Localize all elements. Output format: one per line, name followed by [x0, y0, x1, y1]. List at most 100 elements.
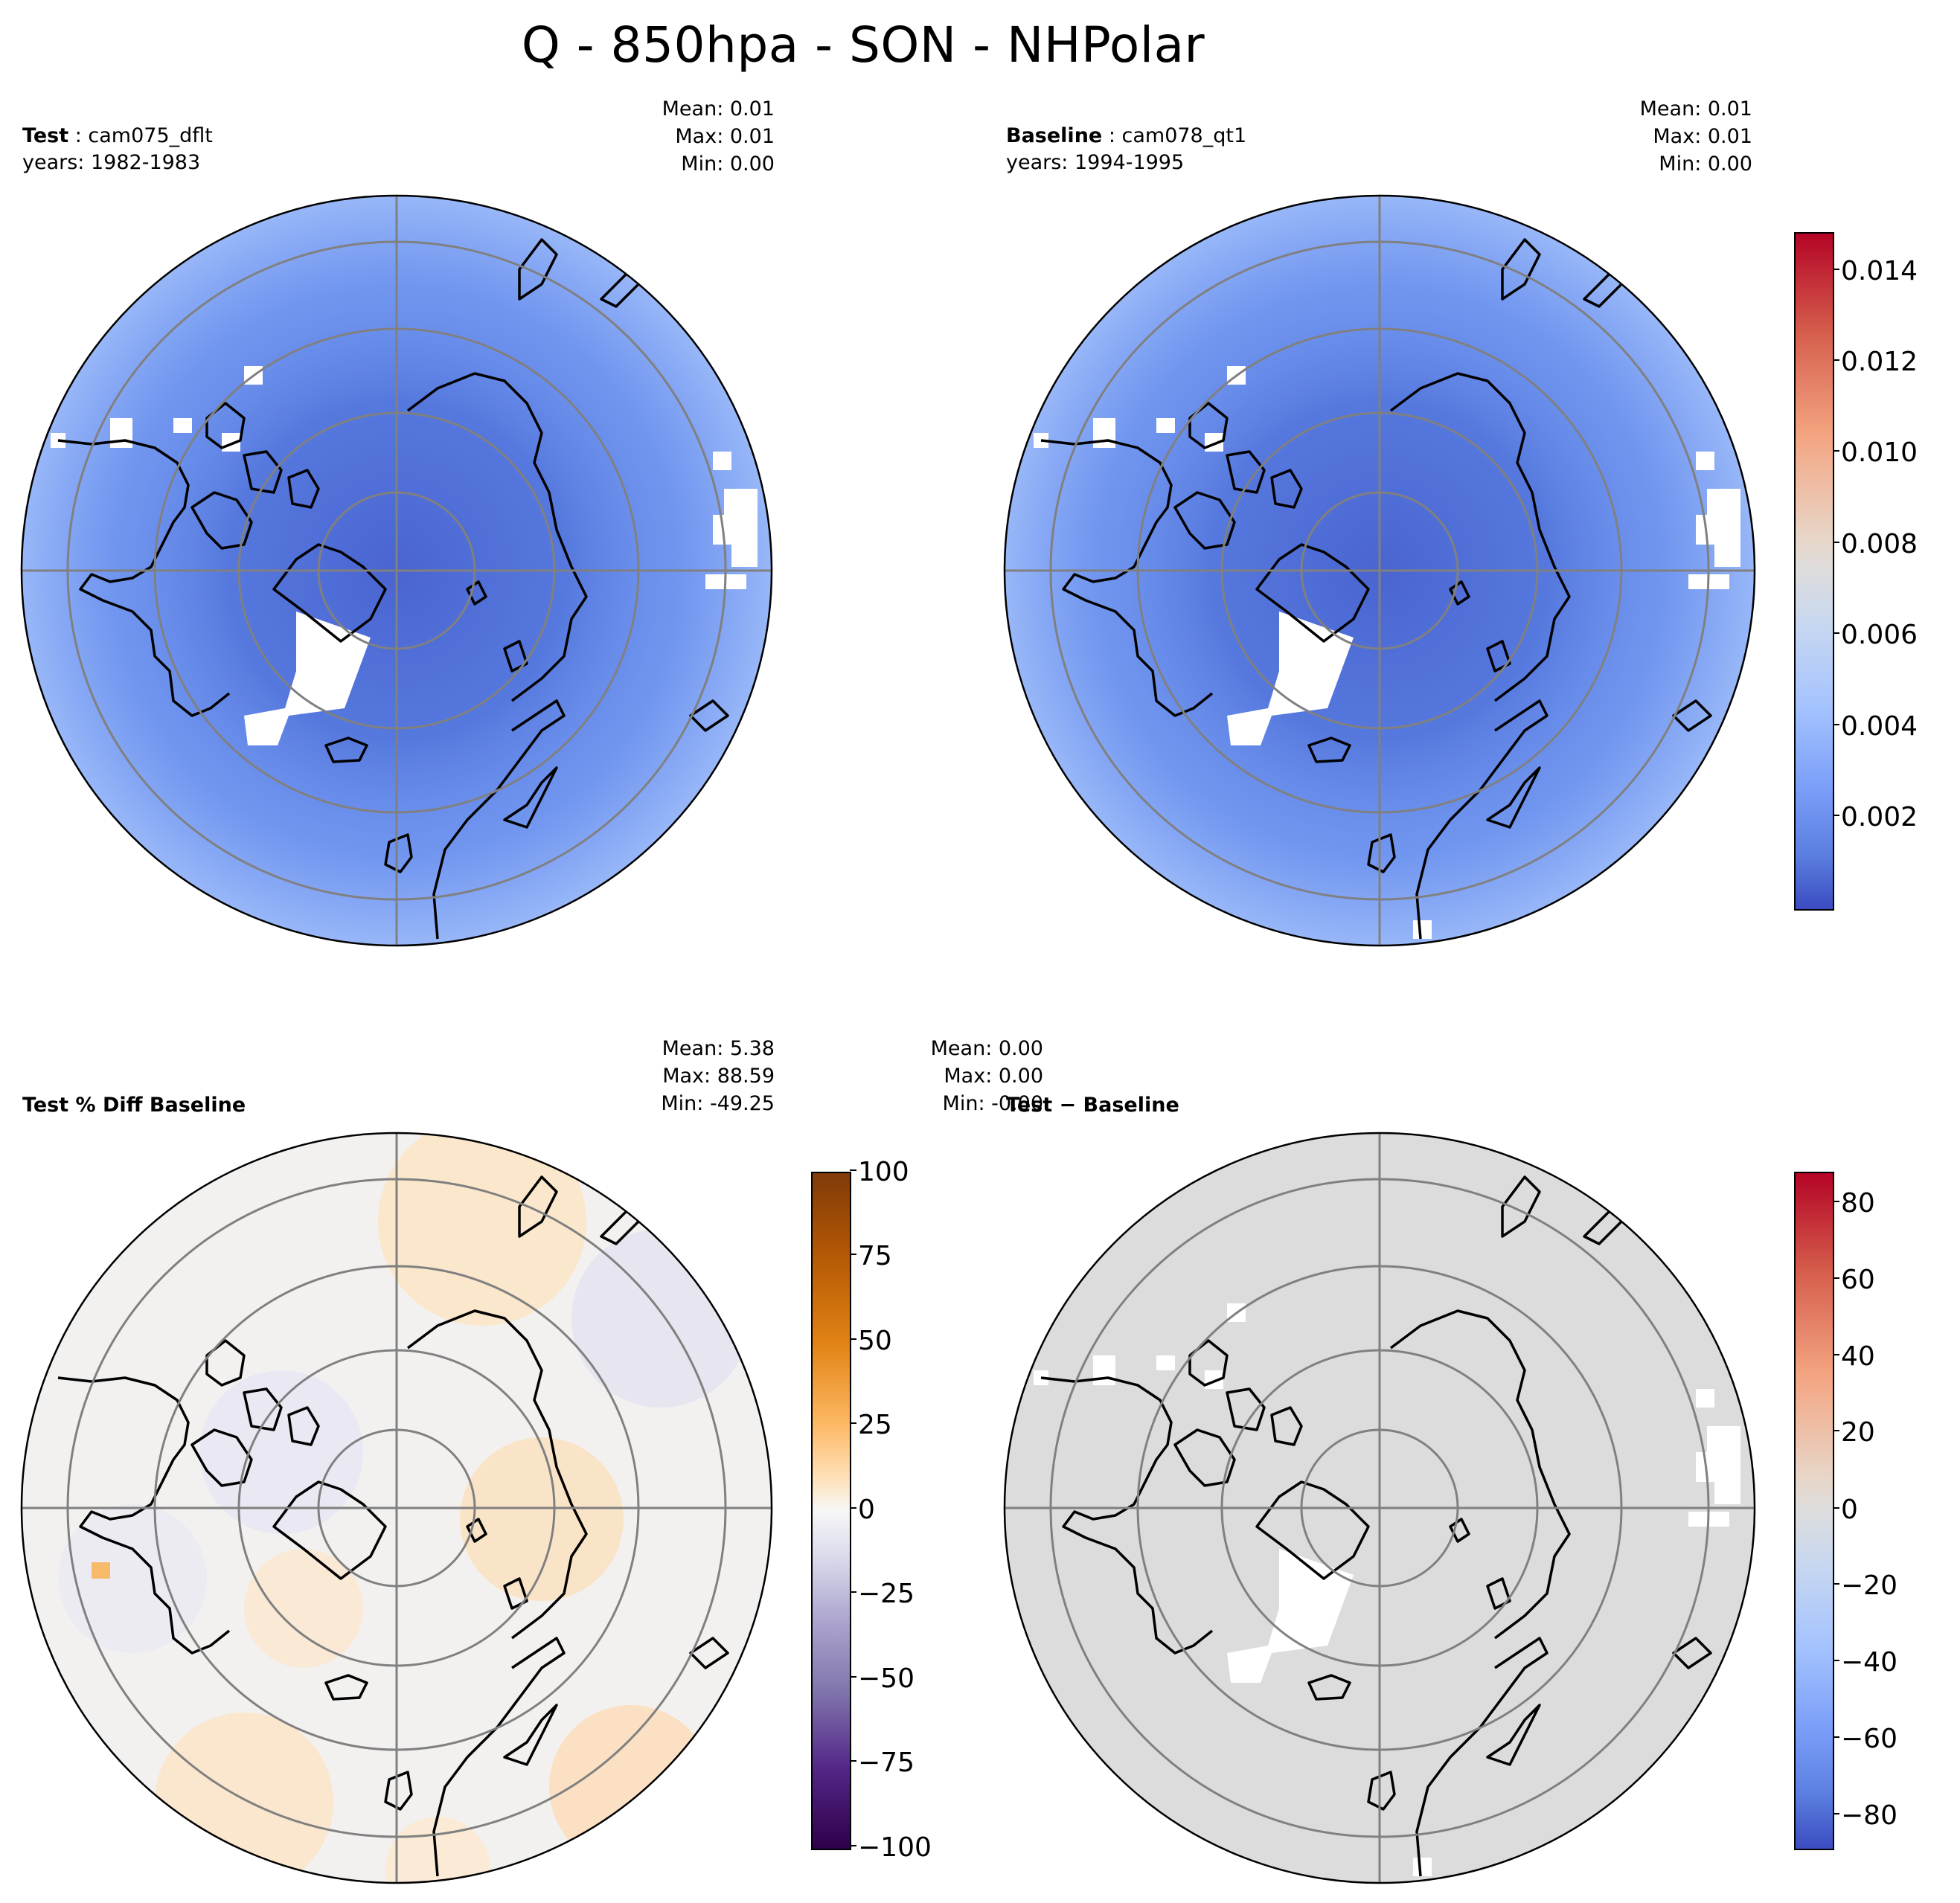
coastline	[1173, 1428, 1236, 1487]
diff-label: Test − Baseline	[1006, 1094, 1179, 1117]
baseline-min: Min: 0.00	[1659, 153, 1752, 176]
pct-anomaly-patch	[244, 1549, 363, 1668]
diff-max: Max: 0.00	[944, 1065, 1043, 1088]
cbar-field-tick: 0.002	[1841, 802, 1918, 832]
cbar-diff-tick: 60	[1841, 1265, 1875, 1295]
coastline	[324, 1674, 368, 1701]
cbar-pct-tick: 25	[858, 1410, 892, 1440]
colorbar-diff	[1794, 1172, 1834, 1850]
coastline	[287, 469, 320, 509]
cbar-field-tick: 0.008	[1841, 529, 1918, 559]
baseline-label: Baseline	[1006, 124, 1103, 147]
pctdiff-polar-map	[20, 1132, 773, 1884]
cbar-pct-tick: 100	[858, 1157, 909, 1187]
coastline	[466, 1518, 487, 1543]
test-min: Min: 0.00	[681, 153, 775, 176]
coastline	[1486, 1577, 1511, 1610]
coastline	[503, 1577, 528, 1610]
baseline-panel-title: Baseline : cam078_qt1 years: 1994-1995	[1006, 123, 1246, 176]
cbar-diff-tick: −60	[1841, 1724, 1897, 1754]
coastline	[518, 1175, 558, 1238]
pctdiff-max: Max: 88.59	[662, 1065, 775, 1088]
map-boundary	[1003, 1132, 1756, 1884]
map-boundary	[1003, 194, 1756, 947]
coastline	[432, 1637, 566, 1877]
missing-data-cell	[173, 418, 192, 433]
cbar-field-tick: 0.006	[1841, 620, 1918, 650]
cbar-diff-tick: −20	[1841, 1570, 1897, 1601]
coastline	[689, 699, 729, 732]
cbar-diff-tick: 80	[1841, 1188, 1875, 1219]
coastline	[1188, 1339, 1229, 1387]
coastline	[1040, 439, 1214, 717]
pctdiff-label: Test % Diff Baseline	[22, 1094, 246, 1117]
coastline	[205, 1339, 246, 1387]
coastline	[1672, 1637, 1712, 1669]
coastline	[1307, 1674, 1351, 1701]
coastline	[272, 543, 387, 643]
coastline	[689, 1637, 729, 1669]
coastline	[1173, 491, 1236, 550]
test-max: Max: 0.01	[675, 125, 775, 148]
map-boundary	[20, 1132, 773, 1884]
coastline	[1501, 238, 1541, 301]
coastline	[466, 580, 487, 606]
missing-data-cell	[1696, 1426, 1740, 1504]
diff-min: Min: -0.00	[942, 1092, 1043, 1115]
coastline	[190, 1428, 253, 1487]
coastline	[1389, 1309, 1571, 1640]
cbar-field-tick: 0.004	[1841, 711, 1918, 742]
cbar-pct-tick: −75	[858, 1748, 915, 1778]
cbar-diff-tick: −40	[1841, 1647, 1897, 1678]
test-stats: Mean: 0.01 Max: 0.01 Min: 0.00	[662, 95, 775, 178]
map-boundary	[20, 194, 773, 947]
cbar-pct-tick: 75	[858, 1241, 892, 1271]
coastline	[243, 1387, 283, 1431]
missing-data-cell	[1227, 1549, 1354, 1683]
coastline	[1486, 1704, 1541, 1766]
coastline	[1486, 766, 1541, 829]
coastline	[1501, 1175, 1541, 1238]
coastline	[384, 1771, 413, 1811]
coastline	[503, 766, 558, 829]
coastline	[1415, 1637, 1549, 1877]
baseline-mean: Mean: 0.01	[1639, 97, 1752, 121]
cbar-pct-tick: −50	[858, 1663, 915, 1694]
coastline	[1367, 833, 1396, 873]
pct-anomaly-cell	[92, 1562, 110, 1579]
coastline	[1040, 1376, 1214, 1655]
test-mean: Mean: 0.01	[662, 97, 775, 121]
pct-anomaly-patch	[378, 1132, 586, 1326]
coastline	[384, 833, 413, 873]
coastline	[1415, 699, 1549, 940]
missing-data-cell	[1413, 920, 1432, 939]
coastline	[1389, 372, 1571, 702]
cbar-pct-tick: 50	[858, 1326, 892, 1356]
coastline	[518, 238, 558, 301]
cbar-diff-tick: −80	[1841, 1800, 1897, 1831]
cbar-field-tick: 0.012	[1841, 347, 1918, 377]
baseline-max: Max: 0.01	[1653, 125, 1752, 148]
coastline	[406, 372, 588, 702]
cbar-field-tick: 0.014	[1841, 256, 1918, 286]
cbar-field-tick: 0.010	[1841, 437, 1918, 468]
coastline	[503, 1704, 558, 1766]
diff-stats: Mean: 0.00 Max: 0.00 Min: -0.00	[931, 1035, 1043, 1117]
coastline	[1255, 543, 1370, 643]
coastline	[272, 1480, 387, 1580]
coastline	[243, 450, 283, 494]
missing-data-cell	[1696, 489, 1740, 567]
baseline-sep: :	[1102, 124, 1122, 147]
coastline	[1270, 1406, 1303, 1446]
colorbar-field	[1794, 232, 1834, 911]
cbar-pct-tick: 0	[858, 1495, 875, 1525]
diff-polar-map	[1003, 1132, 1756, 1884]
coastline	[190, 491, 253, 550]
coastline	[1270, 469, 1303, 509]
baseline-stats: Mean: 0.01 Max: 0.01 Min: 0.00	[1640, 95, 1752, 178]
figure-title: Q - 850hpa - SON - NHPolar	[521, 16, 1205, 74]
cbar-diff-tick: 20	[1841, 1417, 1875, 1448]
coastline	[1255, 1480, 1370, 1580]
coastline	[1367, 1771, 1396, 1811]
